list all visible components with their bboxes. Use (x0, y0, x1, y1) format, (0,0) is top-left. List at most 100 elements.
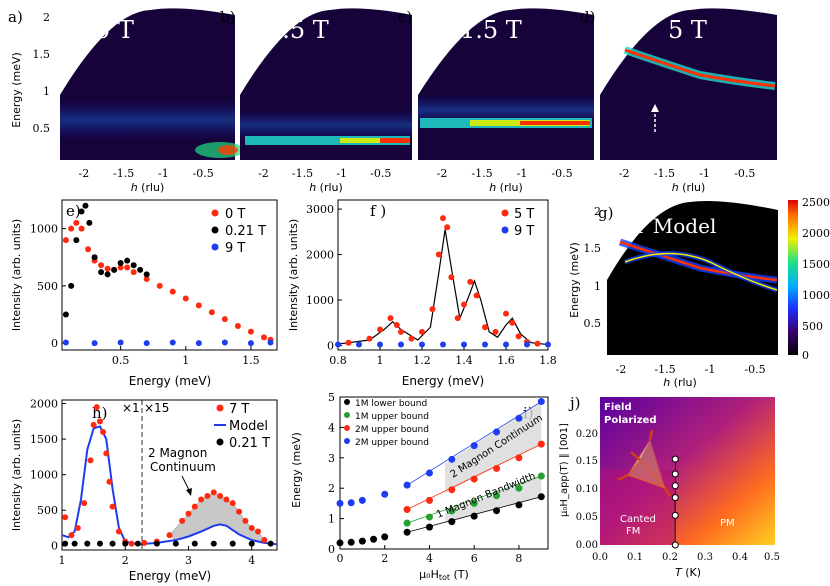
data-point (493, 507, 501, 515)
data-point (467, 278, 474, 285)
y-tick-label: 2000 (30, 398, 58, 411)
data-point (255, 528, 262, 535)
x-tick-label: 2 (381, 552, 388, 565)
data-point (435, 251, 442, 258)
heatmap-xtick: -1 (517, 167, 528, 180)
data-point (208, 309, 215, 316)
y-tick-label: 0 (51, 337, 58, 350)
data-point (493, 428, 501, 436)
data-point (425, 523, 433, 531)
phase-boundary-point (671, 541, 679, 549)
data-point (198, 496, 205, 503)
data-point (130, 262, 137, 269)
y-tick-label: 0 (328, 543, 335, 556)
data-point (68, 532, 75, 539)
model-heatmap-area (607, 201, 778, 355)
data-point (247, 340, 254, 347)
phase-boundary-point (671, 494, 679, 502)
heatmap-panel-c: c) 1.5 T (398, 8, 594, 161)
data-point (403, 481, 411, 489)
y-tick-label: 3 (328, 452, 335, 465)
data-point (440, 215, 446, 222)
continuum-label-line2: Continuum (150, 460, 216, 474)
svg-text:-2: -2 (616, 363, 627, 376)
data-point (470, 499, 478, 507)
data-point (134, 540, 141, 547)
data-point (71, 540, 78, 547)
data-point (482, 341, 488, 348)
data-point (130, 269, 137, 276)
model-label: 5 T Model (614, 214, 716, 238)
data-point (195, 340, 202, 347)
data-point (356, 341, 362, 348)
data-point (534, 340, 541, 347)
x-tick-label: 4 (248, 554, 255, 567)
data-point (393, 322, 400, 328)
heatmap-panel-b: b) 0.5 T (220, 8, 412, 161)
svg-text:2500: 2500 (802, 196, 830, 209)
svg-text:2M upper bound: 2M upper bound (355, 438, 429, 448)
svg-text:1M upper bound: 1M upper bound (355, 412, 429, 422)
region-field-polarized-2: Polarized (604, 415, 657, 426)
x-tick-label: 2 (122, 554, 129, 567)
data-point (143, 340, 150, 347)
field-label-c: 1.5 T (460, 16, 522, 44)
svg-text:0.10: 0.10 (576, 484, 598, 495)
panel-h-xlabel: Energy (meV) (129, 569, 211, 583)
data-point (100, 428, 107, 435)
panel-j-xticks: 0.0 0.1 0.2 0.3 0.4 0.5 (592, 552, 780, 563)
panel-label-g: g) (598, 204, 613, 222)
phase-boundary-point (671, 455, 679, 463)
data-point (267, 339, 274, 346)
data-point (461, 301, 467, 308)
data-point (454, 315, 461, 322)
data-point (124, 264, 131, 271)
svg-text:1M lower bound: 1M lower bound (355, 399, 427, 409)
heatmap-xtick: -2 (79, 167, 90, 180)
panel-label-e: e) (66, 202, 81, 220)
heatmap-panel-d: d) 5 T (580, 8, 777, 161)
continuum-shaded-area (169, 492, 265, 544)
data-point (221, 339, 228, 346)
canted-fm-region (600, 470, 675, 545)
data-point (492, 328, 499, 335)
y-tick-label: 0 (51, 540, 58, 553)
data-point (444, 224, 451, 231)
x-tick-label: 1 (182, 354, 189, 367)
panel-g-ylabel: Energy (meV) (568, 242, 581, 318)
data-point (68, 225, 75, 232)
data-point (229, 540, 236, 547)
svg-text:500: 500 (802, 320, 823, 333)
data-point (470, 512, 478, 520)
data-point (78, 225, 85, 232)
data-point (448, 518, 456, 526)
x-tick-label: 1.2 (413, 354, 431, 367)
panel-e: e) Intensity (arb. units) Energy (meV) 0… (10, 199, 278, 388)
heatmap-xtick: -2 (619, 167, 630, 180)
data-point (191, 540, 198, 547)
panel-h: h) Intensity (arb. units) Energy (meV) 1… (10, 398, 278, 583)
data-point (398, 341, 404, 348)
data-point (515, 454, 523, 462)
data-point (210, 540, 217, 547)
x-tick-label: 3 (185, 554, 192, 567)
y-tick-label: 1000 (30, 469, 58, 482)
data-point (403, 528, 411, 536)
y-tick-label: 2000 (306, 249, 334, 262)
x-tick-label: 1.5 (242, 354, 260, 367)
heatmap-xtick: -1 (158, 167, 169, 180)
svg-text:1.5: 1.5 (33, 48, 51, 61)
data-point (347, 538, 355, 546)
panel-e-legend: 0 T 0.21 T 9 T (211, 207, 266, 256)
data-point (106, 478, 113, 485)
svg-text:1500: 1500 (802, 258, 830, 271)
heatmap-row: a) 0 T b) 0.5 T c) 1.5 T (8, 8, 777, 194)
panel-label-b: b) (220, 8, 235, 26)
data-point (509, 319, 516, 326)
panel-f-ylabel: Intensity (arb. units) (287, 219, 300, 331)
panel-label-d: d) (580, 8, 595, 26)
scale-x1-label: ×1 (122, 401, 140, 415)
panel-label-a: a) (8, 8, 23, 26)
